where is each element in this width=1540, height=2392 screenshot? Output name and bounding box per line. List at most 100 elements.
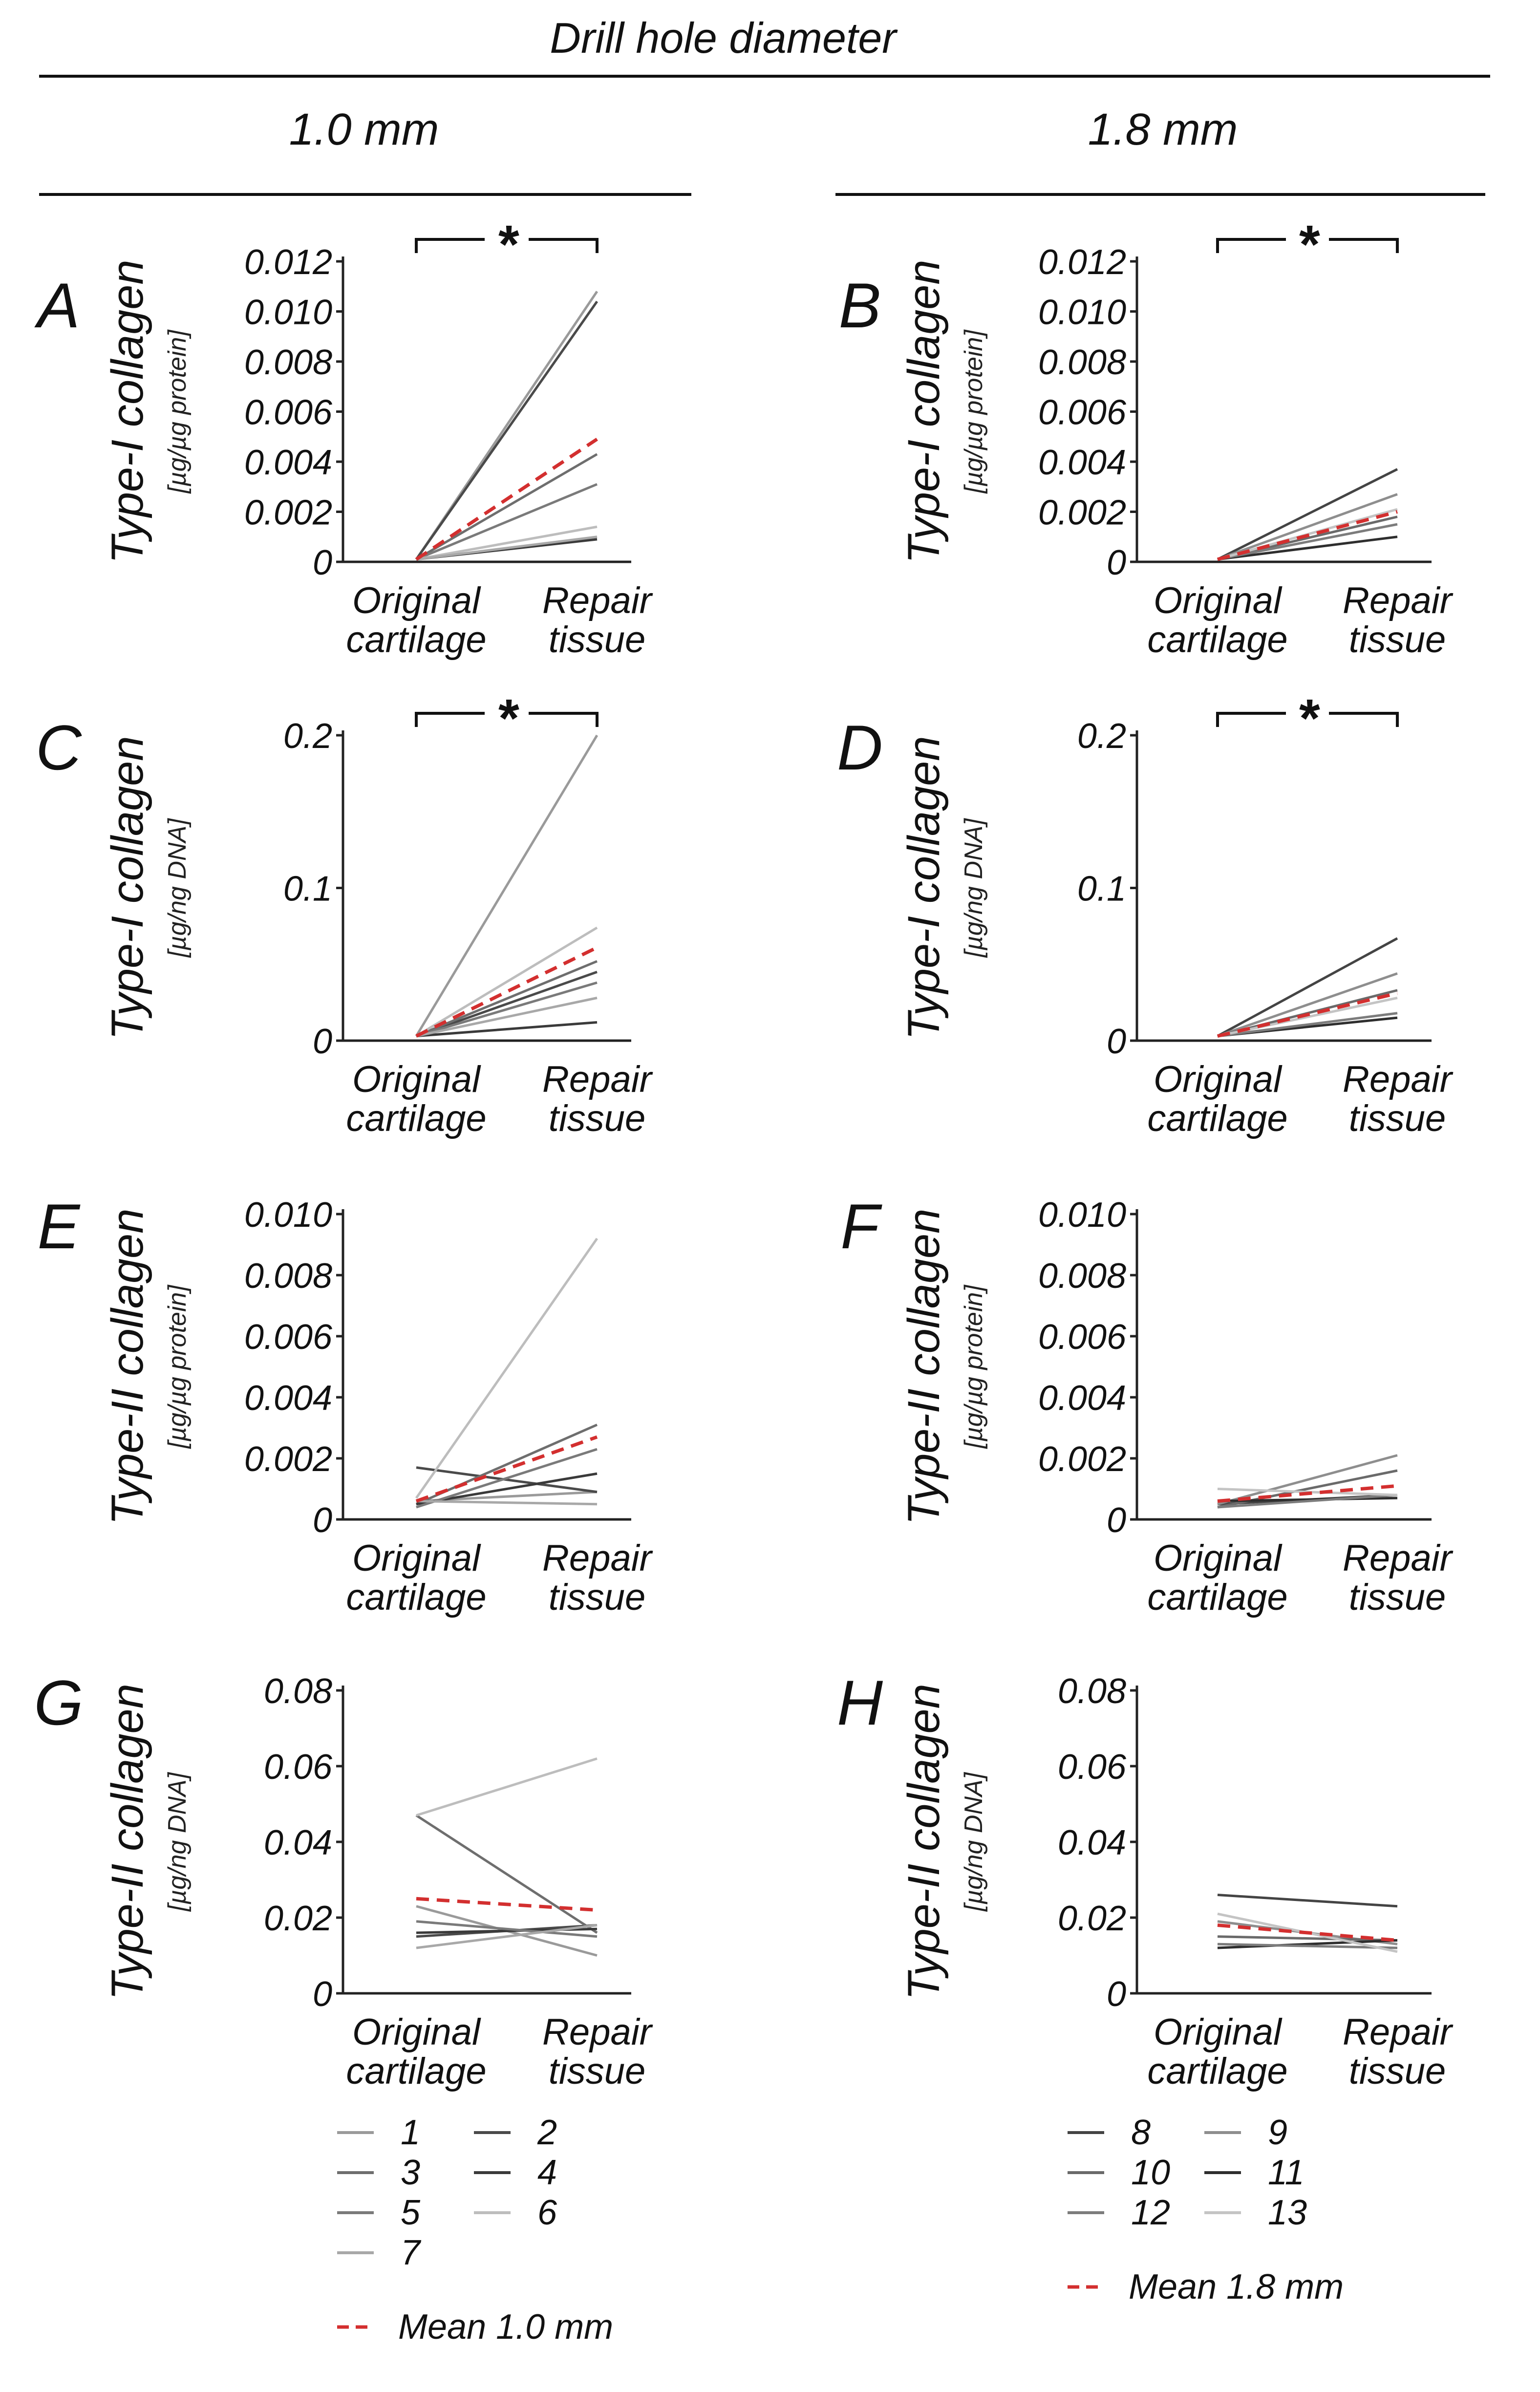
y-axis-title: Type-I collagen [899, 736, 949, 1040]
legend-label-3: 3 [401, 2153, 420, 2192]
significance-star: * [496, 688, 520, 748]
significance-bracket: * [1216, 214, 1399, 275]
x-category-label: tissue [549, 1098, 646, 1139]
series-line-3 [415, 453, 598, 561]
series-line-5 [416, 483, 598, 561]
bracket-line [1216, 712, 1399, 727]
y-axis-unit: [µg/µg protein] [960, 329, 988, 494]
y-axis-title: Type-II collagen [103, 1209, 152, 1525]
bracket-line [1216, 238, 1399, 253]
series-line-5 [416, 1448, 598, 1509]
x-category-label: Repair [542, 1059, 653, 1100]
y-tick-label: 0.004 [244, 1379, 332, 1418]
series-line-5 [416, 1920, 598, 1938]
x-category-label: Repair [1343, 1059, 1454, 1100]
y-tick-label: 0.010 [1038, 1196, 1126, 1235]
x-category-label: Original [1154, 2011, 1283, 2053]
legend-label-4: 4 [537, 2153, 557, 2192]
legend-group-1: 1 2 3 4 5 6 7 Mean 1.0 mm [337, 2113, 613, 2347]
y-tick-label: 0.02 [264, 1899, 332, 1938]
significance-star: * [1297, 688, 1321, 748]
y-axis-unit: [µg/µg protein] [960, 1284, 988, 1449]
series-line-12 [1217, 1494, 1398, 1509]
y-tick-label: 0.1 [1077, 870, 1126, 909]
x-category-label: cartilage [1147, 1098, 1287, 1139]
panel-C: C Type-I collagen [µg/ng DNA] 0 0.1 0.2 Origin… [36, 688, 653, 1139]
panel-letter: A [34, 270, 80, 341]
legend-label-1: 1 [401, 2113, 420, 2152]
y-axis-title: Type-II collagen [899, 1209, 949, 1525]
legend-label-2: 2 [537, 2113, 557, 2152]
y-tick-label: 0.2 [283, 717, 332, 756]
series-line-2 [416, 971, 598, 1037]
x-category-label: Repair [542, 580, 653, 621]
panels: A Type-I collagen [µg/µg protein] 0 0.002 0.0… [34, 214, 1453, 2092]
x-category-label: Repair [1343, 580, 1454, 621]
bracket-line [415, 712, 599, 727]
series-line-5 [416, 981, 598, 1038]
x-category-label: tissue [549, 1577, 646, 1618]
y-axis-unit: [µg/ng DNA] [163, 1772, 192, 1912]
x-category-label: Original [352, 1059, 481, 1100]
x-category-label: cartilage [1147, 619, 1287, 661]
significance-bracket: * [415, 214, 599, 275]
panel-letter: H [837, 1667, 883, 1738]
x-category-label: tissue [1349, 1577, 1446, 1618]
legend-label-9: 9 [1268, 2113, 1287, 2152]
x-category-label: cartilage [1147, 1577, 1287, 1618]
mean-line [415, 437, 598, 561]
y-tick-label: 0.2 [1077, 717, 1126, 756]
series-line-7 [416, 535, 598, 561]
y-tick-label: 0.008 [1038, 343, 1126, 382]
panel-A: A Type-I collagen [µg/µg protein] 0 0.002 0.0… [34, 214, 653, 661]
series-line-9 [1217, 493, 1398, 561]
series-line-2 [416, 1466, 598, 1494]
series-line-1 [415, 734, 599, 1037]
y-tick-label: 0.008 [1038, 1257, 1126, 1296]
series-line-8 [1217, 468, 1398, 561]
column-header-1mm: 1.0 mm [289, 105, 439, 154]
x-category-label: Original [352, 580, 481, 621]
series-line-2 [415, 300, 599, 560]
y-tick-label: 0 [313, 1022, 332, 1061]
x-category-label: Original [1154, 580, 1283, 621]
panel-F: F Type-II collagen [µg/µg protein] 0 0.002 0.… [840, 1191, 1453, 1618]
legend-label-7: 7 [401, 2233, 422, 2272]
series-line-6 [416, 1757, 598, 1817]
y-tick-label: 0.002 [244, 1440, 332, 1479]
x-category-label: Original [1154, 1538, 1283, 1579]
legend-label-13: 13 [1268, 2193, 1307, 2232]
x-category-label: Repair [542, 1538, 653, 1579]
series-line-10 [1217, 1935, 1398, 1942]
mean-line [415, 1435, 598, 1503]
panel-D: D Type-I collagen [µg/ng DNA] 0 0.1 0.2 Origin… [837, 688, 1454, 1139]
x-category-label: Repair [542, 2011, 653, 2053]
legend-label-10: 10 [1131, 2153, 1170, 2192]
y-tick-label: 0.08 [264, 1672, 332, 1711]
y-tick-label: 0 [1107, 1975, 1126, 2014]
bracket-line [415, 238, 599, 253]
mean-line [1217, 1923, 1398, 1942]
legend-label-8: 8 [1131, 2113, 1151, 2152]
series-line-3 [416, 960, 598, 1037]
x-category-label: tissue [1349, 619, 1446, 661]
y-axis-title: Type-I collagen [899, 259, 949, 563]
x-category-label: tissue [1349, 1098, 1446, 1139]
mean-line [1217, 1484, 1398, 1503]
series-line-7 [416, 1500, 598, 1506]
significance-star: * [1297, 214, 1321, 275]
y-tick-label: 0.010 [1038, 293, 1126, 332]
panel-H: H Type-II collagen [µg/ng DNA] 0 0.02 0.04 0.0… [837, 1667, 1454, 2092]
series-line-6 [416, 525, 598, 561]
panel-letter: F [840, 1191, 882, 1262]
mean-line [1217, 991, 1398, 1038]
y-tick-label: 0 [313, 543, 332, 582]
y-tick-label: 0.06 [1058, 1748, 1127, 1787]
series-line-7 [416, 997, 598, 1038]
y-tick-label: 0 [313, 1975, 332, 2014]
legend-label-12: 12 [1131, 2193, 1170, 2232]
figure-title: Drill hole diameter [550, 14, 898, 62]
y-tick-label: 0.010 [244, 293, 332, 332]
y-tick-label: 0.08 [1058, 1672, 1126, 1711]
